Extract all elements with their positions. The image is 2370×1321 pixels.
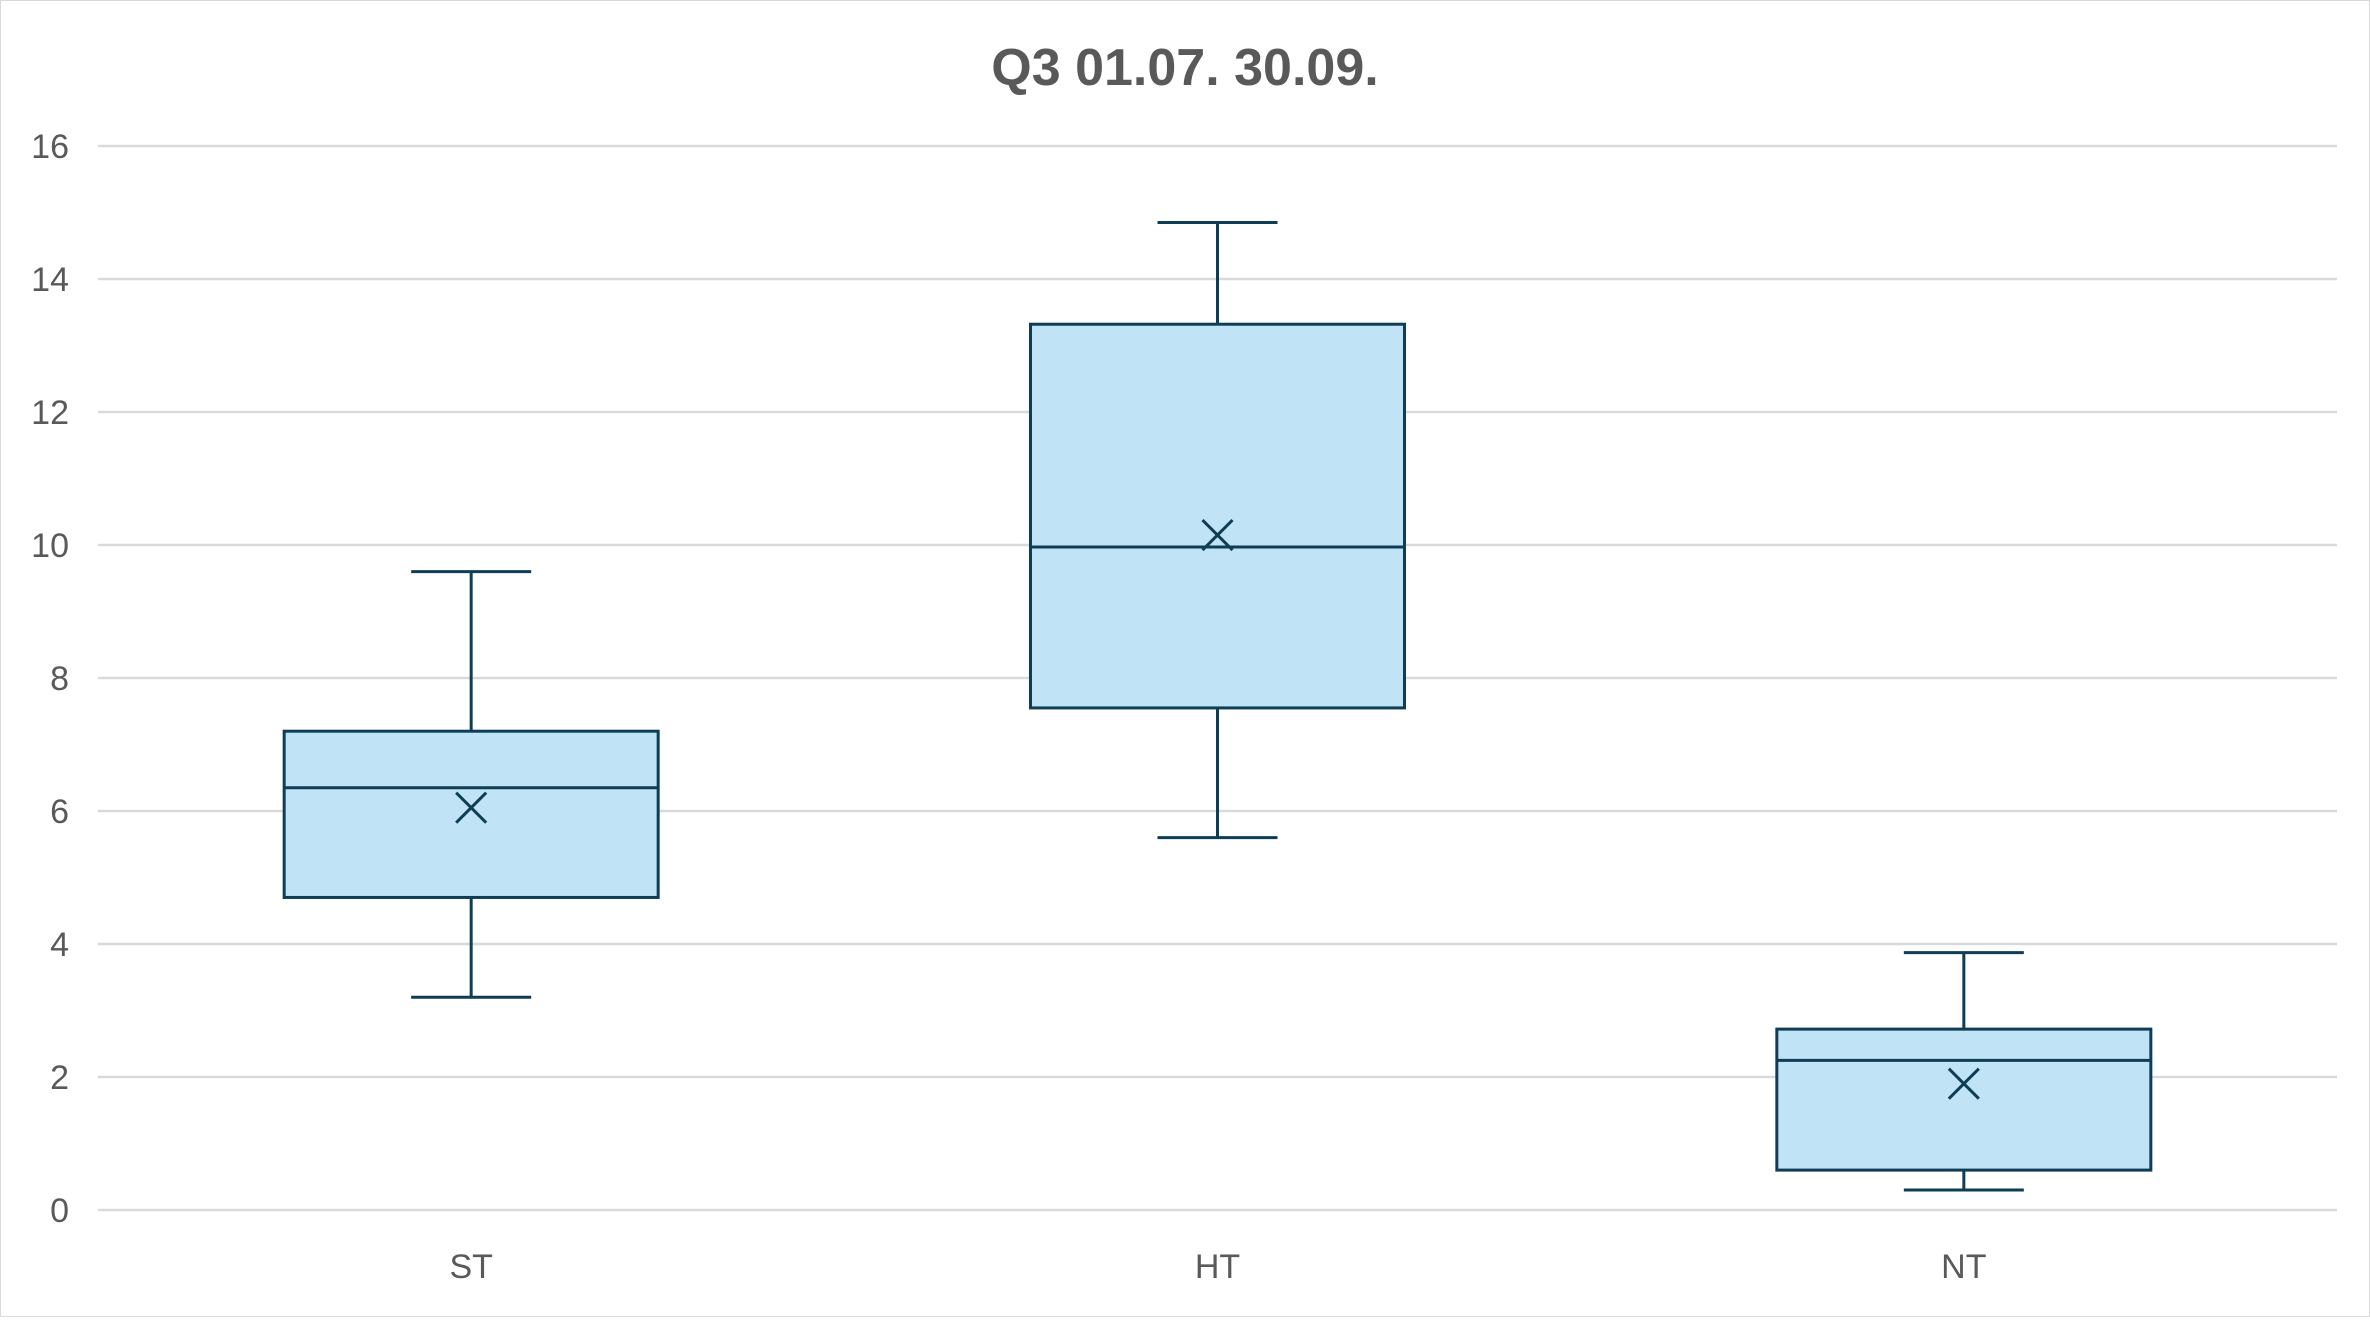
y-tick-label: 0	[50, 1192, 69, 1230]
mean-marker	[1947, 1067, 1980, 1100]
box-nt	[1775, 951, 2153, 1192]
boxes	[282, 220, 2153, 1192]
y-tick-label: 16	[31, 128, 69, 166]
y-tick-label: 8	[50, 660, 69, 698]
category-label: ST	[449, 1248, 492, 1286]
interquartile-box	[282, 729, 660, 899]
mean-marker	[455, 791, 488, 824]
y-axis-tick-labels: 0 2 4 6 8 10 12 14 16	[31, 128, 69, 1230]
interquartile-box	[1029, 322, 1406, 710]
y-tick-label: 4	[50, 926, 69, 964]
y-tick-label: 6	[50, 793, 69, 831]
y-tick-label: 2	[50, 1059, 69, 1097]
category-label: NT	[1941, 1248, 1986, 1286]
box-ht	[1029, 220, 1406, 840]
x-axis-category-labels: ST HT NT	[449, 1248, 1986, 1286]
category-label: HT	[1195, 1248, 1240, 1286]
y-tick-label: 14	[31, 261, 69, 299]
chart-title: Q3 01.07. 30.09.	[991, 39, 1378, 97]
box-st	[282, 570, 660, 999]
y-tick-label: 12	[31, 394, 69, 432]
mean-marker	[1201, 518, 1234, 552]
interquartile-box	[1775, 1027, 2153, 1172]
y-tick-label: 10	[31, 527, 69, 565]
